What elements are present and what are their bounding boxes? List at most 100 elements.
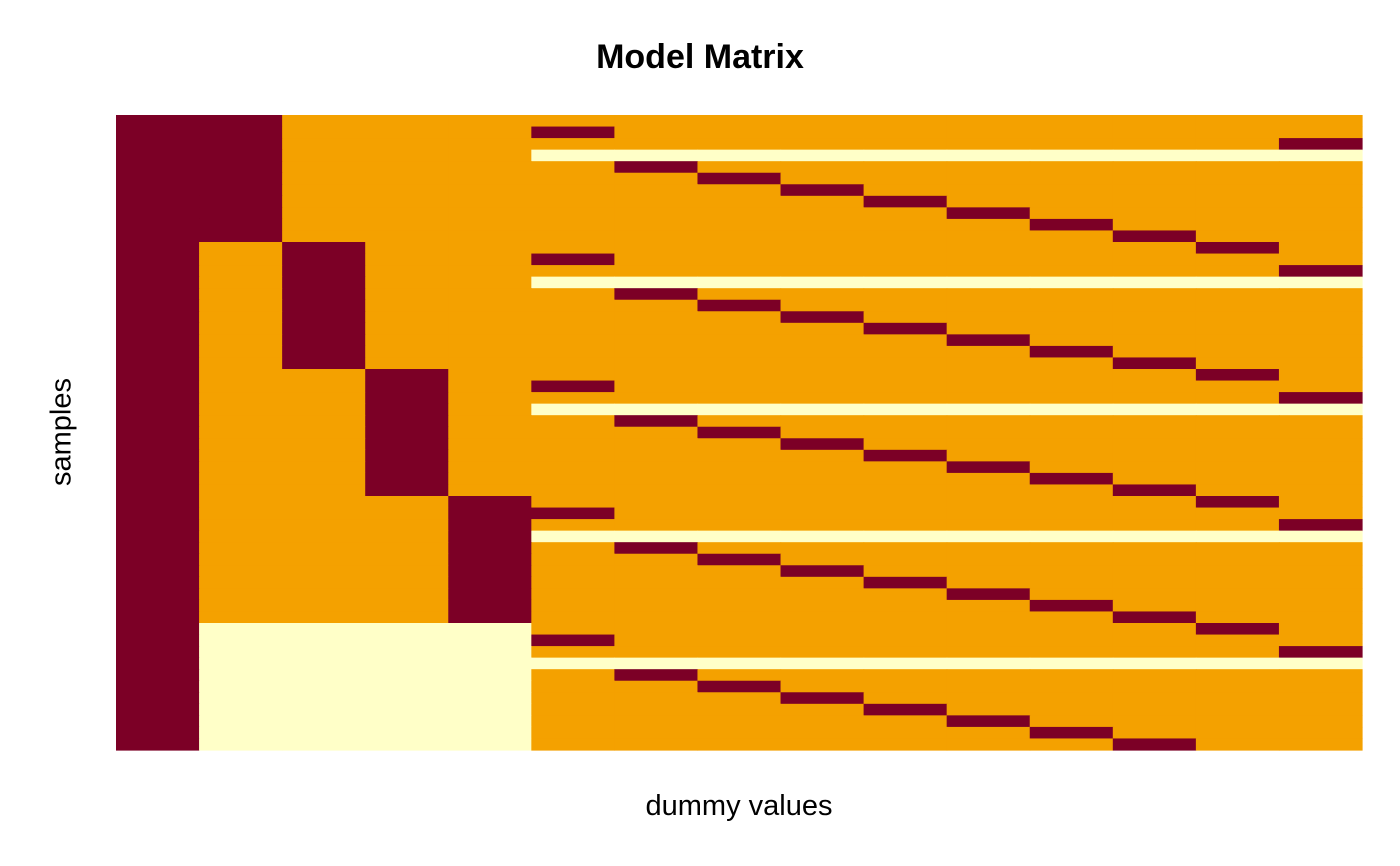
heatmap-cell-r8-c3 — [282, 195, 366, 208]
heatmap-cell-r55-c5 — [448, 738, 532, 751]
heatmap-cell-r47-c13 — [1112, 646, 1197, 659]
heatmap-cell-r8-c10 — [863, 195, 948, 208]
heatmap-cell-r26-c10 — [863, 403, 948, 416]
heatmap-cell-r38-c15 — [1278, 542, 1363, 555]
heatmap-cell-r46-c2 — [199, 634, 283, 647]
heatmap-cell-r20-c1 — [116, 334, 200, 347]
heatmap-cell-r43-c6 — [531, 599, 615, 613]
heatmap-cell-r10-c12 — [1029, 218, 1114, 232]
heatmap-cell-r19-c5 — [448, 322, 532, 335]
heatmap-cell-r45-c5 — [448, 623, 532, 636]
heatmap-cell-r14-c4 — [365, 265, 449, 278]
heatmap-cell-r21-c10 — [863, 345, 948, 359]
heatmap-cell-r32-c1 — [116, 472, 200, 486]
heatmap-cell-r6-c5 — [448, 172, 532, 185]
heatmap-cell-r8-c5 — [448, 195, 532, 208]
heatmap-cell-r14-c13 — [1112, 265, 1197, 278]
heatmap-cell-r8-c12 — [1029, 195, 1114, 208]
heatmap-cell-r15-c13 — [1112, 276, 1197, 289]
heatmap-cell-r37-c9 — [780, 530, 865, 543]
heatmap-cell-r16-c1 — [116, 288, 200, 301]
heatmap-cell-r11-c11 — [946, 230, 1031, 243]
heatmap-cell-r46-c11 — [946, 634, 1031, 647]
heatmap-cell-r27-c14 — [1195, 415, 1280, 428]
heatmap-cell-r24-c5 — [448, 380, 532, 393]
heatmap-cell-r50-c14 — [1195, 680, 1280, 693]
heatmap-cell-r47-c8 — [697, 646, 782, 659]
heatmap-cell-r38-c3 — [282, 542, 366, 555]
heatmap-cell-r3-c10 — [863, 138, 948, 151]
heatmap-cell-r36-c9 — [780, 519, 865, 532]
heatmap-cell-r40-c6 — [531, 565, 615, 578]
heatmap-cell-r48-c14 — [1195, 657, 1280, 670]
heatmap-cell-r20-c7 — [614, 334, 699, 347]
heatmap-cell-r53-c2 — [199, 715, 283, 728]
heatmap-cell-r45-c14 — [1195, 623, 1280, 636]
heatmap-cell-r41-c5 — [448, 576, 532, 589]
heatmap-cell-r31-c12 — [1029, 461, 1114, 474]
heatmap-cell-r23-c9 — [780, 369, 865, 382]
heatmap-cell-r45-c13 — [1112, 623, 1197, 636]
heatmap-cell-r46-c15 — [1278, 634, 1363, 647]
heatmap-cell-r2-c7 — [614, 126, 699, 139]
heatmap-cell-r18-c2 — [199, 311, 283, 324]
heatmap-cell-r16-c11 — [946, 288, 1031, 301]
heatmap-cell-r3-c14 — [1195, 138, 1280, 151]
heatmap-cell-r51-c11 — [946, 692, 1031, 705]
heatmap-cell-r16-c5 — [448, 288, 532, 301]
heatmap-cell-r15-c4 — [365, 276, 449, 289]
heatmap-cell-r51-c15 — [1278, 692, 1363, 705]
heatmap-cell-r46-c3 — [282, 634, 366, 647]
heatmap-cell-r19-c6 — [531, 322, 615, 335]
heatmap-cell-r35-c7 — [614, 507, 699, 520]
heatmap-cell-r17-c11 — [946, 299, 1031, 312]
heatmap-cell-r32-c9 — [780, 472, 865, 486]
heatmap-cell-r7-c15 — [1278, 184, 1363, 197]
heatmap-cell-r43-c7 — [614, 599, 699, 613]
heatmap-cell-r14-c6 — [531, 265, 615, 278]
heatmap-cell-r2-c13 — [1112, 126, 1197, 139]
heatmap-cell-r45-c1 — [116, 623, 200, 636]
heatmap-cell-r4-c13 — [1112, 149, 1197, 162]
heatmap-cell-r41-c10 — [863, 576, 948, 589]
heatmap-cell-r30-c10 — [863, 449, 948, 462]
heatmap-cell-r44-c6 — [531, 611, 615, 624]
heatmap-cell-r26-c4 — [365, 403, 449, 416]
y-axis-label: samples — [45, 378, 78, 486]
heatmap-cell-r31-c5 — [448, 461, 532, 474]
heatmap-cell-r49-c4 — [365, 669, 449, 682]
heatmap-cell-r21-c9 — [780, 345, 865, 359]
heatmap-cell-r45-c4 — [365, 623, 449, 636]
heatmap-cell-r4-c9 — [780, 149, 865, 162]
heatmap-cell-r7-c14 — [1195, 184, 1280, 197]
heatmap-cell-r12-c11 — [946, 242, 1031, 255]
heatmap-cell-r32-c2 — [199, 472, 283, 486]
heatmap-cell-r32-c5 — [448, 472, 532, 486]
heatmap-cell-r51-c5 — [448, 692, 532, 705]
heatmap-cell-r29-c8 — [697, 438, 782, 451]
heatmap-cell-r51-c4 — [365, 692, 449, 705]
heatmap-cell-r37-c7 — [614, 530, 699, 543]
heatmap-cell-r34-c2 — [199, 496, 283, 509]
heatmap-cell-r44-c9 — [780, 611, 865, 624]
heatmap-cell-r13-c5 — [448, 253, 532, 266]
heatmap-cell-r27-c12 — [1029, 415, 1114, 428]
heatmap-cell-r25-c8 — [697, 392, 782, 405]
heatmap-cell-r40-c15 — [1278, 565, 1363, 578]
heatmap-cell-r13-c3 — [282, 253, 366, 266]
heatmap-cell-r43-c1 — [116, 599, 200, 613]
heatmap-cell-r3-c13 — [1112, 138, 1197, 151]
heatmap-cell-r22-c9 — [780, 357, 865, 370]
heatmap-cell-r47-c12 — [1029, 646, 1114, 659]
heatmap-cell-r49-c8 — [697, 669, 782, 682]
heatmap-cell-r1-c12 — [1029, 115, 1114, 128]
heatmap-cell-r46-c8 — [697, 634, 782, 647]
heatmap-cell-r42-c13 — [1112, 588, 1197, 601]
heatmap-cell-r27-c1 — [116, 415, 200, 428]
heatmap-cell-r7-c8 — [697, 184, 782, 197]
heatmap-cell-r35-c14 — [1195, 507, 1280, 520]
heatmap-cell-r15-c8 — [697, 276, 782, 289]
heatmap-cell-r44-c8 — [697, 611, 782, 624]
heatmap-cell-r14-c5 — [448, 265, 532, 278]
heatmap-cell-r16-c13 — [1112, 288, 1197, 301]
